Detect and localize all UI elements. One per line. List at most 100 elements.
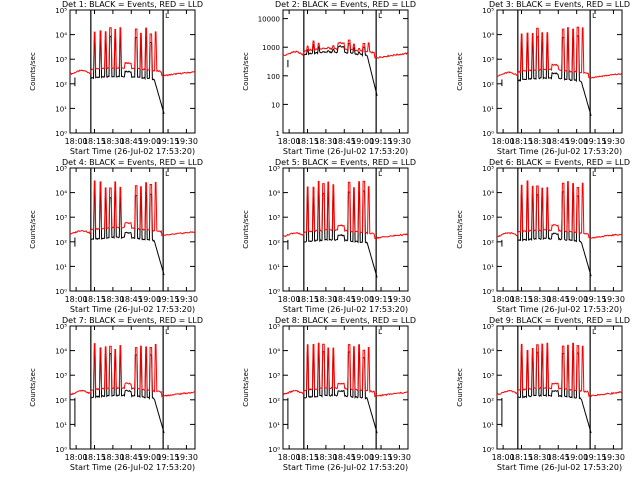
- x-tick-label: 19:00: [351, 295, 374, 304]
- y-tick-label: 10¹: [482, 263, 494, 271]
- y-tick-label: 10³: [482, 214, 494, 222]
- events-series: [518, 350, 592, 434]
- events-series: [517, 35, 592, 117]
- y-tick-label: 10⁴: [55, 32, 67, 40]
- y-tick-label: 10⁴: [55, 190, 67, 198]
- x-tick-label: 18:45: [120, 295, 143, 304]
- y-tick-label: 10¹: [55, 421, 67, 429]
- events-series: [90, 35, 165, 115]
- lld-series: [69, 180, 196, 237]
- y-axis-label: Counts/sec: [456, 52, 464, 91]
- y-tick-label: 10⁰: [268, 288, 280, 296]
- panel-title: Det 1: BLACK = Events, RED = LLD: [62, 0, 203, 9]
- x-tick-label: 19:00: [138, 295, 161, 304]
- y-tick-label: 10²: [268, 239, 280, 247]
- x-tick-label: 18:30: [314, 137, 337, 146]
- y-axis-label: Counts/sec: [29, 210, 37, 249]
- y-tick-label: 10⁵: [482, 165, 494, 173]
- x-tick-label: 18:15: [296, 295, 319, 304]
- flag-label: L: [592, 328, 596, 336]
- x-axis-label: Start Time (26-Jul-02 17:53:20): [70, 305, 195, 314]
- x-axis-label: Start Time (26-Jul-02 17:53:20): [497, 463, 622, 472]
- y-tick-label: 10⁵: [268, 165, 280, 173]
- x-tick-label: 19:30: [602, 453, 625, 462]
- x-tick-label: 18:00: [65, 453, 88, 462]
- y-axis-label: Counts/sec: [29, 368, 37, 407]
- x-tick-label: 18:30: [528, 137, 551, 146]
- x-tick-label: 19:15: [157, 295, 180, 304]
- flag-label: L: [165, 12, 169, 20]
- y-tick-label: 10⁵: [482, 7, 494, 15]
- x-tick-label: 18:45: [547, 453, 570, 462]
- lld-series: [69, 27, 196, 77]
- x-tick-label: 19:30: [602, 295, 625, 304]
- y-tick-label: 10: [271, 101, 280, 109]
- x-tick-label: 19:00: [138, 453, 161, 462]
- x-tick-label: 18:15: [510, 137, 533, 146]
- y-axis-label: Counts/sec: [29, 52, 37, 91]
- events-series: [304, 350, 378, 434]
- y-axis-label: Counts/sec: [242, 52, 250, 91]
- flag-label: L: [165, 328, 169, 336]
- y-tick-label: 10³: [268, 214, 280, 222]
- x-tick-label: 18:15: [83, 295, 106, 304]
- x-tick-label: 18:15: [296, 137, 319, 146]
- x-tick-label: 19:00: [138, 137, 161, 146]
- panel-title: Det 2: BLACK = Events, RED = LLD: [275, 0, 416, 9]
- x-tick-label: 18:00: [278, 137, 301, 146]
- lld-series: [282, 180, 409, 240]
- y-tick-label: 10⁰: [55, 446, 67, 454]
- y-tick-label: 10⁴: [482, 32, 494, 40]
- x-tick-label: 19:30: [175, 453, 198, 462]
- x-tick-label: 18:30: [528, 295, 551, 304]
- y-tick-label: 10000: [258, 16, 280, 24]
- x-tick-label: 19:30: [388, 453, 411, 462]
- y-tick-label: 10¹: [268, 421, 280, 429]
- x-tick-label: 18:15: [83, 137, 106, 146]
- y-tick-label: 10⁵: [268, 323, 280, 331]
- flag-label: L: [592, 170, 596, 178]
- y-axis-label: Counts/sec: [456, 210, 464, 249]
- x-tick-label: 18:30: [314, 295, 337, 304]
- x-tick-label: 18:15: [510, 453, 533, 462]
- plot-frame: [69, 325, 196, 450]
- x-axis-label: Start Time (26-Jul-02 17:53:20): [70, 147, 195, 156]
- y-tick-label: 10⁴: [482, 348, 494, 356]
- lld-series: [496, 180, 623, 239]
- plot-frame: [282, 167, 409, 292]
- y-tick-label: 10⁴: [268, 190, 280, 198]
- panel-title: Det 7: BLACK = Events, RED = LLD: [62, 316, 203, 325]
- y-tick-label: 10²: [55, 81, 67, 89]
- x-tick-label: 19:00: [351, 137, 374, 146]
- x-tick-label: 19:30: [388, 295, 411, 304]
- x-tick-label: 19:15: [584, 295, 607, 304]
- x-tick-label: 18:15: [83, 453, 106, 462]
- x-tick-label: 18:45: [333, 453, 356, 462]
- y-tick-label: 10³: [55, 56, 67, 64]
- y-tick-label: 10³: [482, 56, 494, 64]
- plot-frame: [282, 9, 409, 134]
- plot-frame: [282, 325, 409, 450]
- x-axis-label: Start Time (26-Jul-02 17:53:20): [283, 147, 408, 156]
- y-tick-label: 10⁰: [482, 288, 494, 296]
- y-tick-label: 10⁰: [55, 130, 67, 138]
- x-tick-label: 19:15: [157, 137, 180, 146]
- y-tick-label: 10¹: [55, 263, 67, 271]
- x-axis-label: Start Time (26-Jul-02 17:53:20): [283, 463, 408, 472]
- y-tick-label: 10⁵: [55, 165, 67, 173]
- x-tick-label: 18:45: [547, 137, 570, 146]
- y-tick-label: 10⁵: [482, 323, 494, 331]
- x-tick-label: 18:00: [492, 137, 515, 146]
- y-tick-label: 10²: [55, 397, 67, 405]
- x-tick-label: 18:00: [65, 295, 88, 304]
- y-tick-label: 10²: [55, 239, 67, 247]
- y-tick-label: 10⁰: [482, 130, 494, 138]
- y-tick-label: 10⁵: [55, 7, 67, 15]
- x-tick-label: 18:00: [65, 137, 88, 146]
- x-axis-label: Start Time (26-Jul-02 17:53:20): [283, 305, 408, 314]
- panel-title: Det 6: BLACK = Events, RED = LLD: [489, 158, 630, 167]
- events-series: [304, 190, 378, 278]
